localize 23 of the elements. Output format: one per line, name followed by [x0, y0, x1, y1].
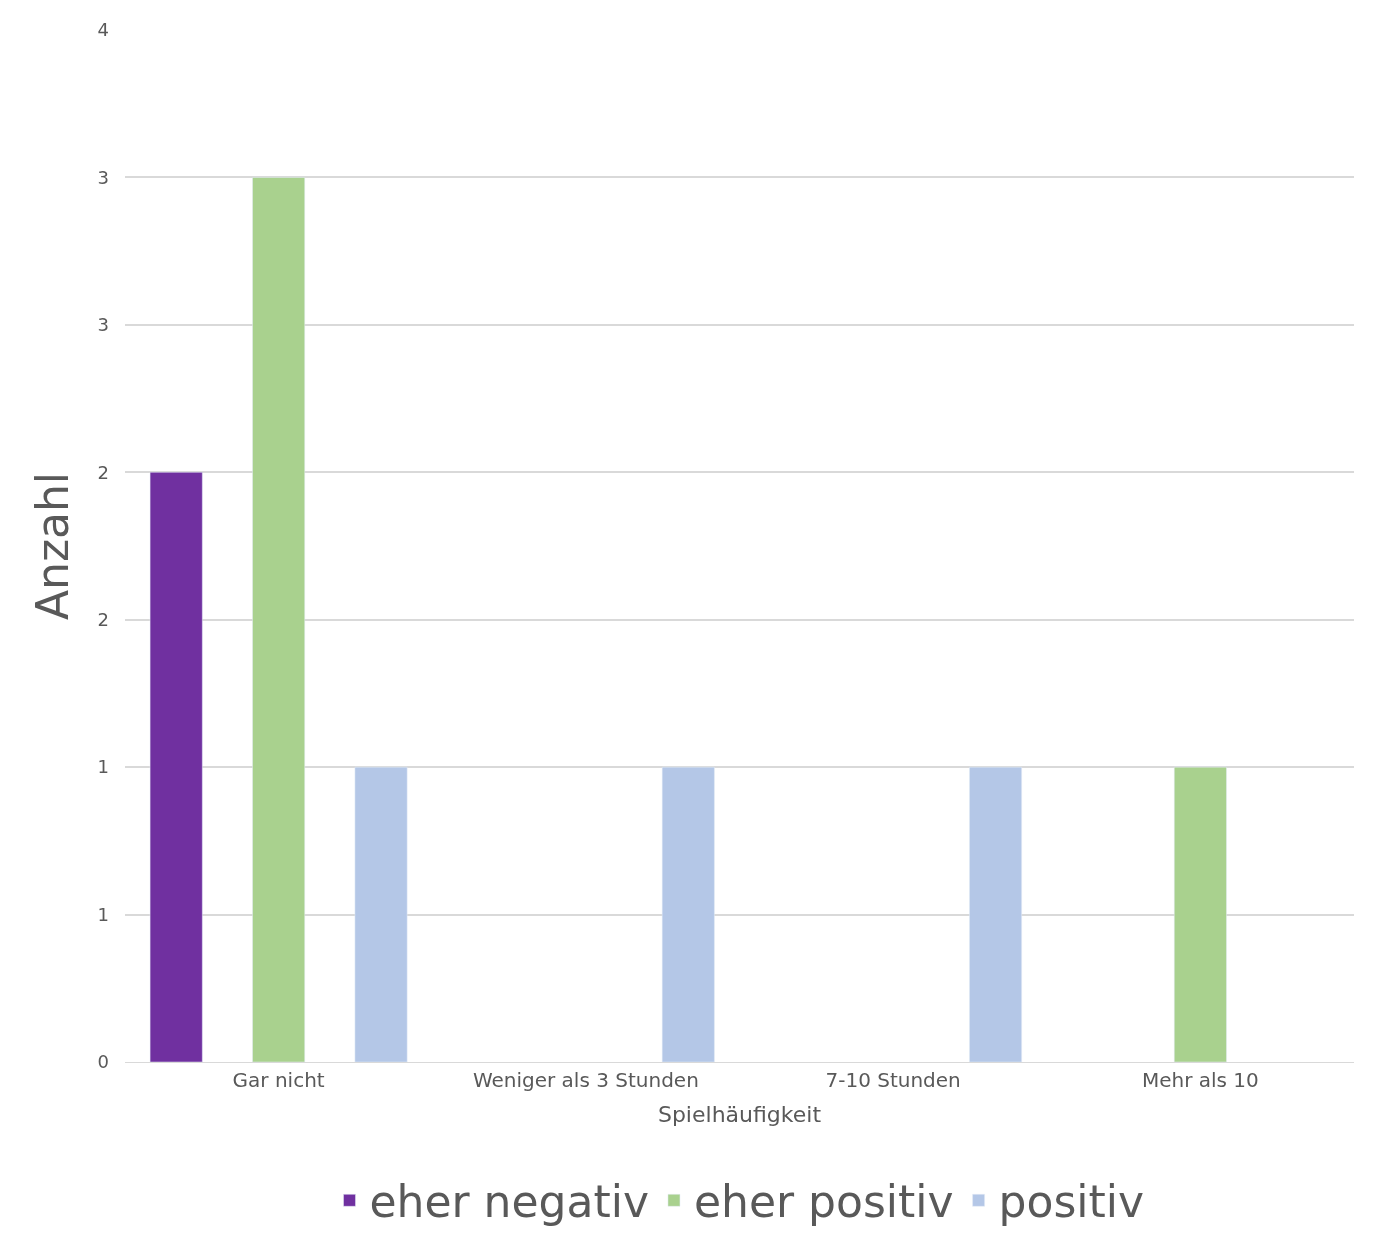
legend-label: positiv [998, 1176, 1145, 1228]
bar [149, 472, 203, 1062]
x-tick-label: Gar nicht [232, 1068, 325, 1092]
bar [252, 177, 305, 1062]
x-tick-label: Mehr als 10 [1141, 1068, 1259, 1092]
legend-label: eher negativ [369, 1176, 649, 1228]
x-tick-label: 7-10 Stunden [825, 1068, 961, 1092]
legend-label: eher positiv [693, 1176, 954, 1228]
y-tick-label: 2 [97, 609, 109, 631]
bar [354, 766, 408, 1062]
y-tick-label: 3 [97, 166, 109, 188]
bar [661, 766, 715, 1062]
y-tick-label: 3 [97, 314, 109, 336]
y-tick-label: 4 [97, 19, 109, 41]
y-tick-label: 2 [97, 461, 109, 483]
bar [1174, 766, 1227, 1062]
y-tick-label: 1 [97, 756, 109, 778]
y-axis-title: Anzahl [26, 471, 78, 621]
y-tick-label: 0 [97, 1051, 109, 1073]
x-tick-label: Weniger als 3 Stunden [472, 1068, 699, 1092]
x-axis-title: Spielhäufigkeit [657, 1101, 822, 1127]
y-tick-label: 1 [97, 903, 109, 925]
bar [969, 766, 1022, 1062]
